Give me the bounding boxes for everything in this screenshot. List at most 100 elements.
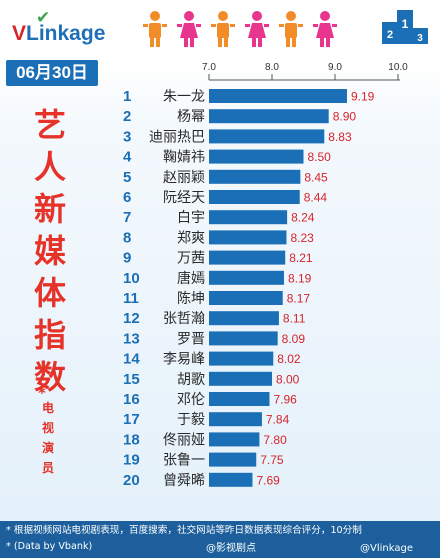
bar-row: 19 张鲁一 7.75: [123, 452, 284, 469]
name-label: 朱一龙: [163, 89, 205, 105]
name-label: 鞠婧祎: [163, 150, 205, 166]
bar-rows: 1 朱一龙 9.19 2 杨幂 8.90 3 迪丽热巴 8.83 4 鞠婧祎 8.50 5 赵丽颖 8.45…: [123, 88, 375, 489]
podium-number: 1: [402, 17, 409, 31]
rank-label: 15: [123, 371, 140, 388]
rank-label: 6: [123, 189, 131, 206]
podium-step: [397, 10, 413, 44]
bar: [209, 351, 274, 366]
side-title-char: 体: [33, 274, 66, 312]
bar-row: 12 张哲瀚 8.11: [123, 310, 306, 327]
x-tick-label: 7.0: [202, 62, 216, 73]
rank-label: 14: [123, 351, 140, 368]
rank-label: 17: [123, 411, 140, 428]
name-label: 于毅: [177, 411, 205, 428]
value-label: 8.21: [289, 251, 313, 265]
value-label: 8.24: [291, 211, 315, 225]
name-label: 赵丽颖: [163, 170, 205, 186]
side-subtitle-char: 员: [41, 461, 54, 475]
bar-row: 1 朱一龙 9.19: [123, 88, 375, 105]
rank-label: 18: [123, 431, 140, 448]
bar: [209, 412, 262, 427]
bar-row: 7 白宇 8.24: [123, 209, 315, 226]
bar-row: 5 赵丽颖 8.45: [123, 169, 328, 186]
value-label: 8.83: [328, 130, 352, 144]
side-title: 艺 人 新 媒 体 指 数: [20, 104, 80, 398]
ranking-chart: 2 1 3 7.0 8.0 9.0 10.0 1 朱一龙 9.19 2 杨幂 8.90 3 迪丽热巴…: [123, 10, 428, 489]
bar: [209, 371, 272, 386]
bar-row: 11 陈坤 8.17: [123, 290, 310, 307]
name-label: 白宇: [177, 210, 205, 226]
name-label: 唐嫣: [177, 270, 205, 287]
bar-row: 18 佟丽娅 7.80: [123, 431, 287, 448]
bar: [209, 472, 253, 487]
side-subtitle-char: 演: [41, 441, 54, 455]
x-tick-label: 10.0: [388, 62, 408, 73]
side-title-char: 人: [33, 148, 66, 186]
podium-icon: 2 1 3: [382, 10, 428, 44]
x-axis: 7.0 8.0 9.0 10.0: [202, 62, 408, 81]
side-subtitle-char: 电: [41, 401, 54, 415]
side-title-char: 新: [33, 190, 66, 228]
name-label: 万茜: [177, 251, 205, 267]
rank-label: 10: [123, 270, 140, 287]
bar-row: 4 鞠婧祎 8.50: [123, 149, 331, 166]
person-icon: [245, 11, 269, 47]
value-label: 8.44: [304, 191, 328, 205]
name-label: 曾舜晞: [163, 473, 205, 489]
value-label: 7.96: [273, 393, 297, 407]
x-tick-label: 9.0: [328, 62, 342, 73]
side-subtitle-star: *: [38, 384, 46, 402]
value-label: 8.02: [277, 352, 301, 366]
bar-row: 8 郑爽 8.23: [123, 229, 314, 246]
value-label: 7.75: [260, 453, 284, 467]
side-title-char: 数: [33, 358, 66, 396]
rank-label: 3: [123, 128, 131, 145]
rank-label: 11: [123, 290, 139, 307]
value-label: 8.90: [333, 110, 357, 124]
bar-row: 20 曾舜晞 7.69: [123, 472, 280, 489]
footnote-line-1: * 根据视频网站电视剧表现，百度搜索，社交网站等昨日数据表现综合评分，10分制: [6, 525, 362, 536]
person-icon: [143, 11, 167, 47]
bar-row: 14 李易峰 8.02: [123, 351, 301, 368]
rank-label: 1: [123, 88, 131, 105]
bar: [209, 129, 325, 144]
side-title-char: 艺: [33, 106, 66, 144]
bar-row: 17 于毅 7.84: [123, 411, 290, 428]
bar-row: 10 唐嫣 8.19: [123, 270, 312, 287]
rank-label: 16: [123, 391, 140, 408]
value-label: 8.11: [283, 312, 306, 326]
bar: [209, 210, 288, 225]
bar-row: 15 胡歌 8.00: [123, 371, 300, 388]
value-label: 8.17: [287, 292, 311, 306]
bar-row: 6 阮经天 8.44: [123, 189, 327, 206]
name-label: 阮经天: [163, 190, 205, 206]
value-label: 7.84: [266, 413, 290, 427]
rank-label: 2: [123, 108, 131, 125]
bar-row: 2 杨幂 8.90: [123, 108, 356, 125]
podium-step: [382, 22, 398, 44]
bar: [209, 432, 260, 447]
rank-label: 12: [123, 310, 140, 327]
value-label: 9.19: [351, 90, 375, 104]
name-label: 杨幂: [177, 109, 205, 125]
podium-number: 2: [387, 29, 393, 41]
podium-number: 3: [417, 33, 423, 44]
bar-row: 3 迪丽热巴 8.83: [123, 128, 352, 145]
bar-row: 9 万茜 8.21: [123, 250, 313, 267]
value-label: 7.69: [256, 473, 280, 487]
bar-row: 13 罗晋 8.09: [123, 330, 305, 347]
vlinkage-logo: VLinkage: [12, 22, 106, 45]
rank-label: 13: [123, 330, 140, 347]
value-label: 8.50: [308, 150, 332, 164]
podium-step: [412, 28, 428, 44]
side-subtitle-char: 视: [41, 421, 54, 435]
checkmark-icon: ✔: [36, 8, 51, 28]
rank-label: 8: [123, 229, 131, 246]
bar-row: 16 邓伦 7.96: [123, 391, 297, 408]
bar: [209, 89, 347, 103]
date-badge: 06月30日: [6, 60, 98, 86]
name-label: 迪丽热巴: [149, 129, 205, 145]
side-title-char: 媒: [33, 232, 66, 270]
value-label: 8.45: [304, 170, 328, 184]
